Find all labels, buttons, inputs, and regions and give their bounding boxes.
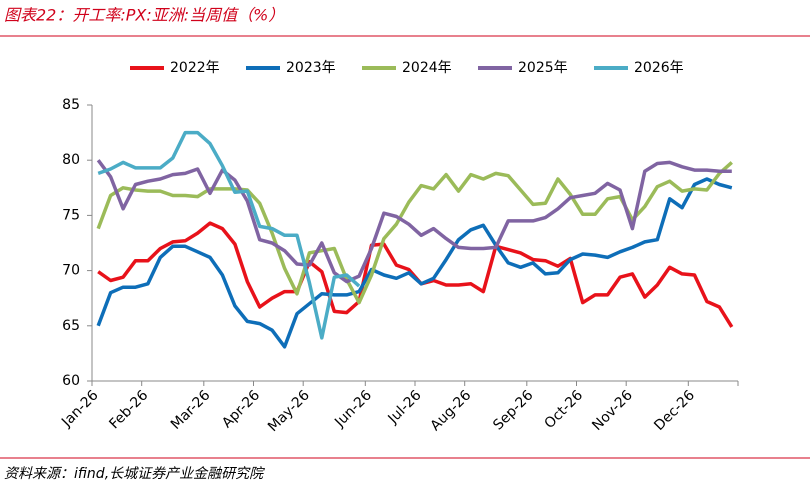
y-tick-label: 75 bbox=[62, 207, 80, 223]
x-tick-label: Aug-26 bbox=[428, 387, 475, 434]
x-tick-label: Apr-26 bbox=[219, 387, 263, 431]
series-line bbox=[96, 159, 732, 284]
x-tick-label: Jul-26 bbox=[385, 387, 425, 427]
legend-label: 2026年 bbox=[634, 60, 684, 76]
legend-label: 2025年 bbox=[518, 60, 568, 76]
y-tick-label: 85 bbox=[62, 97, 80, 113]
y-tick-label: 60 bbox=[62, 373, 80, 389]
x-tick-label: Nov-26 bbox=[589, 387, 636, 434]
x-tick-label: Feb-26 bbox=[106, 387, 151, 432]
x-tick-label: Mar-26 bbox=[168, 387, 214, 433]
x-tick-label: May-26 bbox=[265, 387, 313, 435]
x-tick-label: Jan-26 bbox=[58, 387, 102, 431]
chart-title: 图表22：开工率:PX:亚洲:当周值（%） bbox=[4, 6, 284, 25]
x-tick-label: Sep-26 bbox=[490, 387, 536, 433]
series-line bbox=[97, 130, 361, 340]
source: 资料来源：ifind,长城证券产业金融研究院 bbox=[4, 466, 265, 482]
x-tick-label: Dec-26 bbox=[651, 387, 698, 434]
legend-label: 2022年 bbox=[170, 60, 220, 76]
legend-label: 2024年 bbox=[402, 60, 452, 76]
x-tick-label: Jun-26 bbox=[331, 387, 375, 431]
x-tick-label: Oct-26 bbox=[542, 387, 587, 432]
y-tick-label: 80 bbox=[62, 152, 80, 168]
y-tick-label: 65 bbox=[62, 318, 80, 334]
y-tick-label: 70 bbox=[62, 263, 80, 279]
series-line bbox=[97, 221, 734, 328]
legend-label: 2023年 bbox=[286, 60, 336, 76]
series-line bbox=[96, 177, 733, 349]
